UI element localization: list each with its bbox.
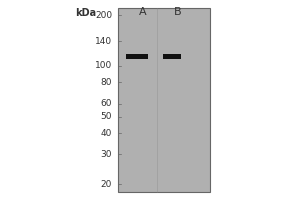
Text: 200: 200 [95, 11, 112, 20]
Text: 140: 140 [95, 37, 112, 46]
Text: 60: 60 [100, 99, 112, 108]
Text: 100: 100 [95, 61, 112, 70]
Text: 30: 30 [100, 150, 112, 159]
Text: 80: 80 [100, 78, 112, 87]
Text: B: B [174, 7, 182, 17]
Text: 40: 40 [100, 129, 112, 138]
Text: kDa: kDa [75, 8, 96, 18]
Text: 20: 20 [100, 180, 112, 189]
Text: A: A [139, 7, 147, 17]
Bar [118, 8, 210, 192]
Bar [163, 54, 181, 59]
Text: 50: 50 [100, 112, 112, 121]
Bar [126, 54, 148, 59]
